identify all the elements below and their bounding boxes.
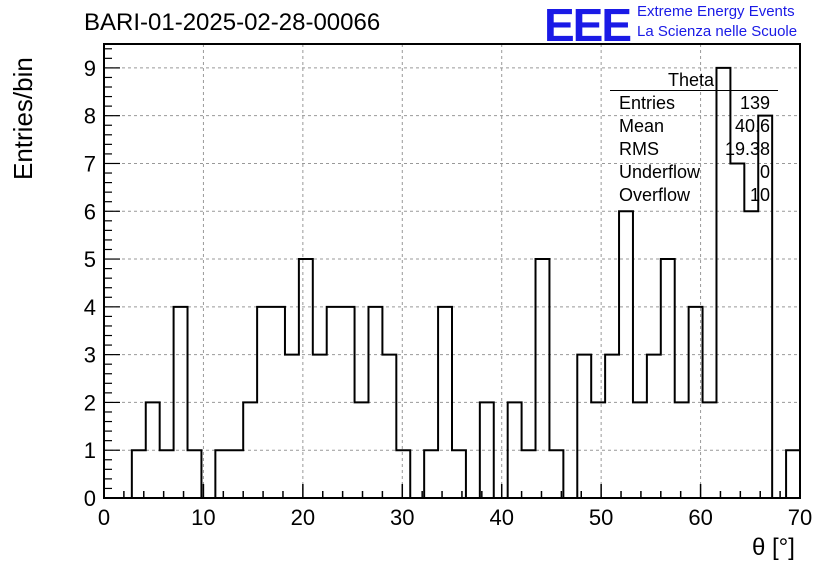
x-tick-label: 20: [291, 505, 315, 530]
x-tick-label: 40: [489, 505, 513, 530]
y-tick-label: 7: [84, 151, 96, 176]
histogram-bin: [327, 307, 341, 498]
stat-label-mean: Mean: [619, 116, 665, 136]
histogram-bin: [285, 355, 299, 498]
logo-caption-1: Extreme Energy Events: [637, 3, 795, 20]
histogram-bin: [480, 402, 494, 498]
y-tick-label: 4: [84, 295, 96, 320]
stat-label-entries: Entries: [619, 93, 676, 113]
x-tick-label: 0: [98, 505, 110, 530]
y-tick-label: 3: [84, 343, 96, 368]
histogram-bin: [382, 355, 396, 498]
x-tick-label: 60: [688, 505, 712, 530]
histogram-bin: [675, 402, 689, 498]
histogram-bin: [396, 450, 410, 498]
histogram-bin: [786, 450, 800, 498]
histogram-bin: [257, 307, 271, 498]
y-tick-label: 5: [84, 247, 96, 272]
histogram-bin: [549, 450, 563, 498]
histogram-bin: [271, 307, 285, 498]
stat-value-mean: 40.6: [734, 116, 770, 136]
stat-value-underflow: 0: [759, 162, 770, 182]
histogram-bin: [132, 450, 146, 498]
histogram-bin: [243, 402, 257, 498]
stat-value-entries: 139: [739, 93, 770, 113]
stat-value-overflow: 10: [749, 185, 770, 205]
y-tick-label: 2: [84, 390, 96, 415]
histogram-bin: [341, 307, 355, 498]
histogram-bin: [730, 163, 744, 498]
stat-label-underflow: Underflow: [619, 162, 701, 182]
histogram-bin: [605, 355, 619, 498]
histogram-bin: [424, 450, 438, 498]
histogram-bin: [536, 259, 550, 498]
histogram-bin: [174, 307, 188, 498]
x-tick-label: 10: [191, 505, 215, 530]
y-tick-label: 8: [84, 104, 96, 129]
histogram-bin: [577, 355, 591, 498]
chart-title: BARI-01-2025-02-28-00066: [84, 9, 381, 36]
stat-label-overflow: Overflow: [619, 185, 691, 205]
stats-divider: [610, 90, 778, 91]
logo-caption-2: La Scienza nelle Scuole: [637, 23, 798, 40]
histogram-bin: [368, 307, 382, 498]
histogram-bin: [229, 450, 243, 498]
stats-title: Theta: [668, 70, 715, 90]
histogram-bin: [188, 450, 202, 498]
y-tick-label: 9: [84, 56, 96, 81]
histogram-bin: [160, 450, 174, 498]
histogram-bin: [591, 402, 605, 498]
histogram-bin: [146, 402, 160, 498]
histogram-bin: [647, 355, 661, 498]
histogram-bin: [299, 259, 313, 498]
histogram-bin: [744, 211, 758, 498]
histogram-bin: [313, 355, 327, 498]
histogram-bin: [661, 259, 675, 498]
x-tick-label: 30: [390, 505, 414, 530]
y-tick-label: 0: [84, 486, 96, 511]
eee-logo: EEE: [544, 0, 632, 51]
histogram-bin: [452, 450, 466, 498]
histogram-bin: [438, 307, 452, 498]
stat-value-rms: 19.38: [724, 139, 770, 159]
y-axis-label: Entries/bin: [8, 57, 38, 180]
histogram-bin: [619, 211, 633, 498]
stat-label-rms: RMS: [619, 139, 659, 159]
histogram-bin: [703, 402, 717, 498]
histogram-bin: [355, 402, 369, 498]
plot-frame: [103, 43, 801, 499]
x-axis-label: θ [°]: [752, 534, 795, 561]
histogram-bin: [633, 402, 647, 498]
histogram-bin: [215, 450, 229, 498]
y-tick-label: 1: [84, 438, 96, 463]
x-tick-label: 50: [589, 505, 613, 530]
y-tick-label: 6: [84, 199, 96, 224]
x-tick-label: 70: [788, 505, 812, 530]
histogram-bin: [522, 450, 536, 498]
histogram-bin: [508, 402, 522, 498]
histogram-bin: [689, 307, 703, 498]
